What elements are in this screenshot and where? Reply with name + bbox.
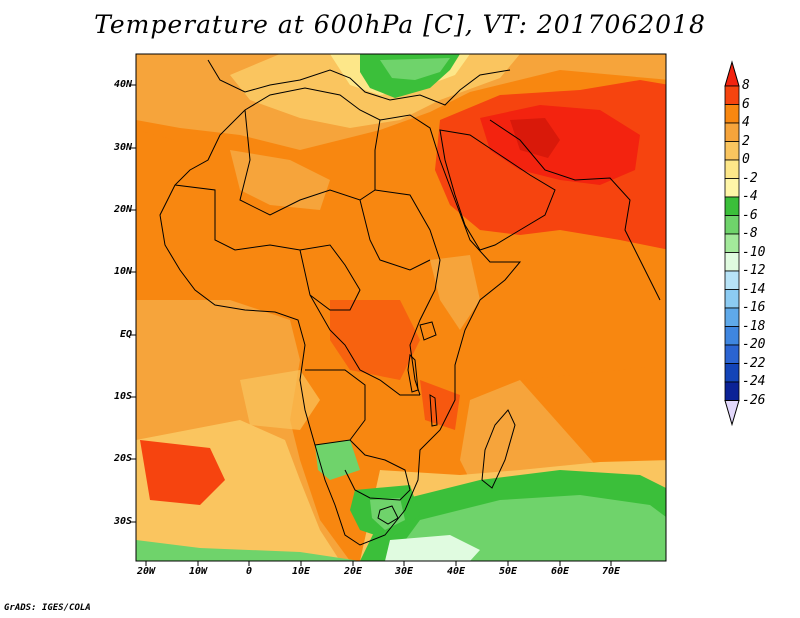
lake-malawi [429, 394, 438, 427]
map-frame [135, 53, 667, 562]
colorbar-segment [724, 307, 740, 327]
colorbar-label: -18 [742, 318, 766, 334]
border-sudan [359, 199, 431, 271]
colorbar-label: 8 [742, 78, 750, 93]
credit-text: GrADS: IGES/COLA [4, 603, 91, 613]
colorbar-label: -16 [742, 300, 766, 315]
colorbar-segment [724, 178, 740, 198]
colorbar-label: -14 [742, 281, 766, 297]
lon-label: 70E [601, 566, 621, 577]
colorbar-segment [724, 122, 740, 142]
field-southern-ocean-coldest [385, 535, 480, 561]
border-west [174, 184, 361, 311]
africa-coastline [159, 87, 522, 546]
field-lesotho-cool [370, 498, 405, 530]
lon-label: 20E [343, 566, 363, 577]
colorbar-segment [724, 141, 740, 161]
persian-gulf-coast [489, 119, 661, 301]
field-st-helena-warm [140, 440, 225, 505]
field-europe-cooler [380, 58, 450, 80]
border-central [299, 249, 420, 396]
lon-label: 10E [291, 566, 311, 577]
colorbar-segment [724, 196, 740, 216]
colorbar-label: -8 [742, 226, 758, 241]
border-east [374, 189, 441, 396]
border-south [314, 439, 411, 501]
colorbar-segment [724, 159, 740, 179]
colorbar-label: -24 [742, 374, 766, 389]
colorbar-label: 6 [742, 96, 750, 112]
lon-label: 30E [394, 566, 414, 577]
colorbar-segment [724, 252, 740, 272]
colorbar-label: -10 [742, 244, 766, 260]
lat-label: 40N [113, 79, 132, 90]
lon-label: 0 [245, 566, 253, 577]
colorbar-label: -26 [742, 392, 766, 408]
colorbar-label: -22 [742, 355, 766, 371]
europe-coast [207, 59, 511, 106]
lat-label: EQ [119, 329, 132, 340]
lat-label: 20N [113, 204, 132, 215]
colorbar-segment [724, 326, 740, 346]
colorbar-bottom-arrow [724, 400, 740, 427]
field-malawi-warm [420, 380, 460, 430]
lesotho-border [377, 505, 399, 525]
field-kalahari-cool [315, 440, 360, 480]
colorbar-segment [724, 289, 740, 309]
temperature-field [136, 54, 666, 561]
field-angola-coast [240, 370, 320, 430]
colorbar-segment [724, 270, 740, 290]
lat-label: 30N [113, 142, 132, 153]
lon-label: 20W [136, 566, 156, 577]
colorbar-segment [724, 104, 740, 124]
lake-tanganyika [407, 353, 419, 393]
colorbar-segment [724, 215, 740, 235]
field-west-sahara [136, 130, 215, 260]
field-central-sahara [230, 150, 330, 210]
colorbar-top-arrow [724, 60, 740, 87]
colorbar-label: 4 [742, 115, 750, 130]
field-ethiopia-highlands [430, 255, 480, 330]
colorbar-label: 2 [742, 133, 750, 149]
lon-label: 50E [498, 566, 518, 577]
border-north [239, 109, 381, 216]
coastlines [159, 59, 661, 546]
lake-victoria [419, 321, 437, 341]
lat-label: 10N [113, 266, 132, 277]
border-angola [305, 369, 366, 441]
axis-ticks [131, 84, 612, 566]
colorbar-label: -12 [742, 263, 766, 278]
colorbar-segment [724, 381, 740, 401]
colorbar-label: -6 [742, 207, 758, 223]
colorbar [724, 60, 740, 427]
lon-label: 40E [446, 566, 466, 577]
lat-label: 20S [113, 453, 132, 464]
lat-label: 10S [113, 391, 132, 402]
lon-label: 10W [188, 566, 208, 577]
colorbar-segment [724, 233, 740, 253]
field-hot-core [510, 118, 560, 158]
map-title: Temperature at 600hPa [C], VT: 201706201… [94, 10, 706, 39]
colorbar-label: -2 [742, 170, 758, 186]
colorbar-segment [724, 344, 740, 364]
madagascar [481, 409, 516, 489]
colorbar-label: -20 [742, 337, 766, 352]
colorbar-label: -4 [742, 189, 758, 204]
colorbar-label: 0 [742, 152, 750, 167]
lat-label: 30S [113, 516, 132, 527]
lon-label: 60E [550, 566, 570, 577]
arabian-peninsula [439, 129, 556, 251]
field-congo-warm [330, 300, 420, 380]
field-south-west-cool [136, 540, 360, 561]
colorbar-segment [724, 85, 740, 105]
colorbar-segment [724, 363, 740, 383]
